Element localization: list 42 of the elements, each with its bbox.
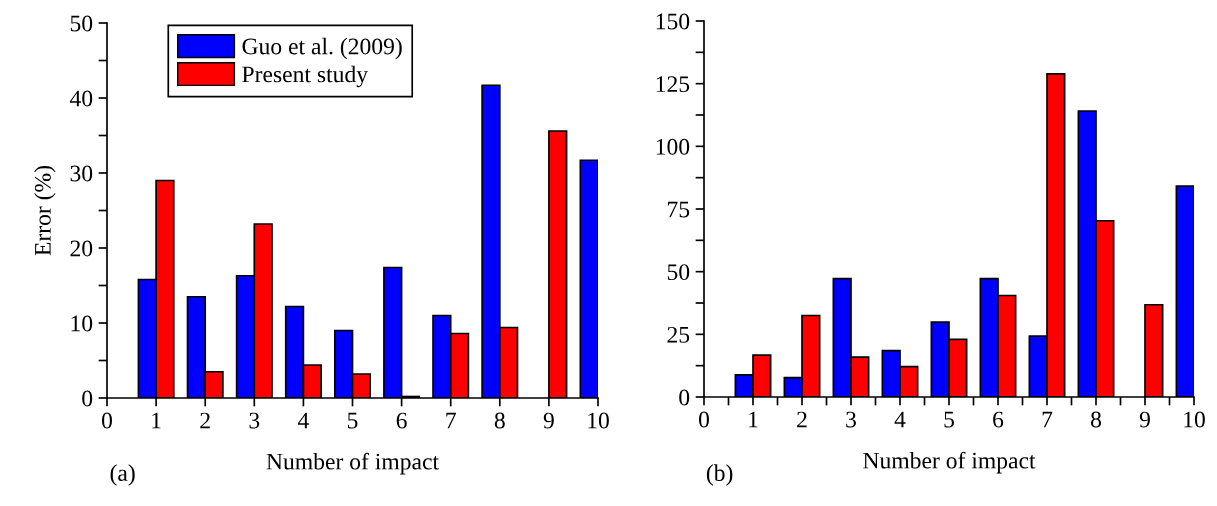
y-tick-label: 10	[71, 315, 93, 332]
x-tick-label: 4	[894, 411, 906, 428]
x-tick-label: 10	[1184, 411, 1205, 428]
x-tick-label: 8	[1091, 411, 1101, 428]
y-tick-label: 50	[667, 264, 690, 281]
x-tick-label: 6	[396, 412, 407, 429]
legend-label: Present study	[242, 65, 368, 88]
y-axis-title: Error (%)	[34, 165, 56, 256]
y-tick-label: 25	[667, 326, 690, 343]
x-tick-label: 3	[249, 412, 260, 429]
y-tick-label: 125	[656, 76, 690, 93]
y-tick-label: 50	[70, 15, 93, 32]
x-tick-label: 5	[347, 412, 358, 429]
y-tick-label: 0	[679, 389, 690, 406]
x-tick-label: 0	[102, 412, 112, 429]
x-tick-label: 9	[543, 412, 554, 429]
y-tick-label: 30	[70, 165, 93, 182]
x-tick-label: 7	[446, 412, 456, 429]
x-tick-label: 10	[588, 412, 609, 429]
legend-label: Guo et al. (2009)	[242, 37, 402, 60]
x-tick-label: 7	[1042, 411, 1053, 428]
x-tick-label: 6	[993, 411, 1004, 428]
x-tick-label: 3	[846, 411, 856, 428]
y-tick-label: 100	[656, 138, 690, 155]
x-tick-label: 2	[200, 412, 210, 429]
x-tick-label: 5	[944, 411, 954, 428]
x-tick-label: 2	[797, 411, 807, 428]
x-tick-label: 4	[297, 412, 309, 429]
y-tick-label: 0	[82, 390, 93, 407]
y-tick-label: 40	[69, 90, 93, 107]
x-axis-title: Number of impact	[266, 452, 439, 475]
x-tick-label: 1	[749, 411, 758, 428]
y-tick-label: 75	[668, 201, 690, 218]
x-tick-label: 1	[152, 412, 161, 429]
y-tick-label: 150	[656, 13, 690, 30]
x-tick-label: 8	[494, 412, 505, 429]
text: (b)	[706, 464, 733, 486]
x-axis-title: Number of impact	[863, 451, 1036, 474]
x-tick-label: 0	[699, 411, 709, 428]
y-tick-label: 20	[70, 240, 93, 257]
x-tick-label: 9	[1139, 411, 1150, 428]
text: (a)	[110, 464, 135, 486]
